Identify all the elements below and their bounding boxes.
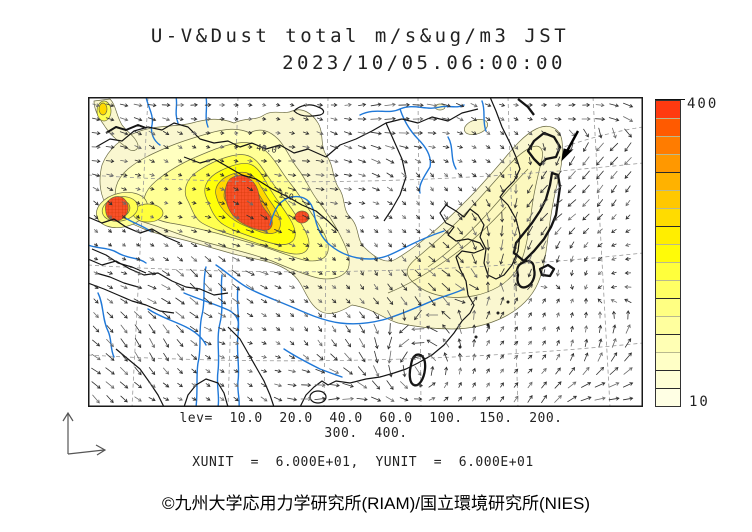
- colorbar: [655, 100, 681, 407]
- colorbar-segment: [656, 227, 680, 245]
- colorbar-segment: [656, 209, 680, 227]
- contour-label-150: 150.: [277, 190, 299, 204]
- contour-label-40: 40.0: [256, 143, 278, 156]
- contour-labels: 40.0 150.: [256, 143, 300, 204]
- colorbar-segment: [656, 371, 680, 389]
- colorbar-segment: [656, 191, 680, 209]
- colorbar-segment: [656, 353, 680, 371]
- dust-map: 40.0 150.: [88, 97, 643, 407]
- dust-contours-layer: [93, 98, 563, 330]
- colorbar-segment: [656, 389, 680, 406]
- colorbar-segment: [656, 317, 680, 335]
- taiwan-outline: [408, 353, 427, 387]
- colorbar-segment: [656, 119, 680, 137]
- colorbar-max-label: 400: [687, 96, 719, 112]
- annotation-arrow-icon: [561, 130, 580, 162]
- wind-vectors-layer: [91, 102, 634, 404]
- coastlines-layer: [88, 97, 562, 407]
- colorbar-segment: [656, 137, 680, 155]
- map-frame: [88, 97, 643, 407]
- colorbar-min-label: 10: [689, 394, 710, 410]
- units-label: XUNIT = 6.000E+01, YUNIT = 6.000E+01: [192, 455, 534, 470]
- colorbar-segment: [656, 101, 680, 119]
- colorbar-segment: [656, 299, 680, 317]
- level-legend-line2: 300. 400.: [324, 426, 408, 441]
- colorbar-segment: [656, 155, 680, 173]
- axis-indicator: [62, 411, 107, 456]
- graticule-layer: [88, 97, 643, 407]
- figure-title: U-V&Dust total m/s&ug/m3 JST: [150, 25, 570, 47]
- copyright-text: ©九州大学応用力学研究所(RIAM)/国立環境研究所(NIES): [161, 494, 591, 513]
- colorbar-segment: [656, 263, 680, 281]
- colorbar-top-tick: [655, 99, 685, 100]
- map-container: 40.0 150.: [88, 97, 643, 407]
- figure-timestamp: 2023/10/05.06:00:00: [282, 52, 566, 74]
- colorbar-segment: [656, 245, 680, 263]
- colorbar-segment: [656, 281, 680, 299]
- colorbar-segment: [656, 173, 680, 191]
- colorbar-segment: [656, 335, 680, 353]
- level-legend-line1: lev= 10.0 20.0 40.0 60.0 100. 150. 200.: [179, 411, 563, 426]
